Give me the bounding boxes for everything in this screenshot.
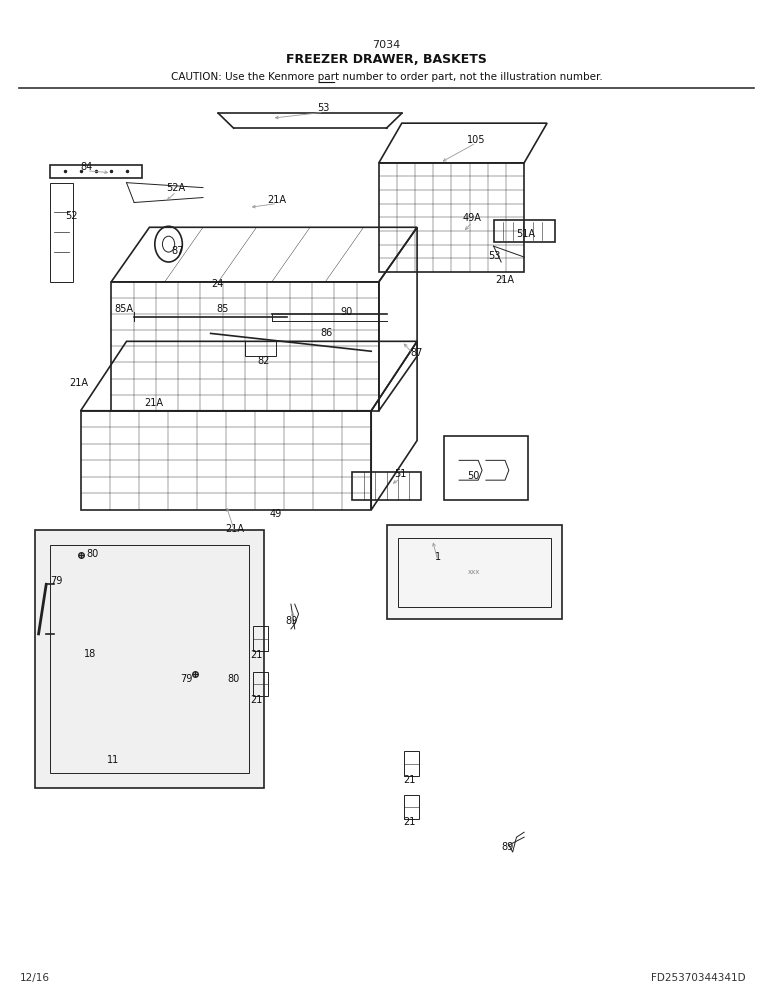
- Polygon shape: [386, 525, 563, 619]
- Text: 85: 85: [216, 304, 228, 314]
- Text: 52A: 52A: [167, 183, 186, 193]
- Text: 79: 79: [180, 674, 192, 684]
- Text: 89: 89: [285, 616, 298, 626]
- Text: 24: 24: [211, 279, 223, 289]
- Text: 21A: 21A: [70, 378, 89, 388]
- Text: 86: 86: [320, 328, 332, 338]
- Text: 1: 1: [434, 552, 441, 562]
- Text: 18: 18: [84, 649, 97, 659]
- Text: 90: 90: [341, 307, 352, 317]
- Text: 21A: 21A: [495, 275, 514, 285]
- Text: 21: 21: [250, 650, 263, 660]
- Text: 21A: 21A: [267, 195, 287, 205]
- Text: 7034: 7034: [373, 40, 400, 50]
- Text: 85A: 85A: [114, 304, 134, 314]
- Text: CAUTION: Use the Kenmore part number to order part, not the illustration number.: CAUTION: Use the Kenmore part number to …: [171, 72, 602, 82]
- Text: 82: 82: [257, 356, 270, 366]
- Text: 49A: 49A: [463, 213, 482, 223]
- Polygon shape: [35, 530, 264, 788]
- Text: 80: 80: [86, 549, 98, 559]
- Text: 51: 51: [394, 469, 407, 479]
- Text: 79: 79: [50, 576, 63, 586]
- Text: 12/16: 12/16: [19, 973, 49, 983]
- Text: 51A: 51A: [516, 229, 535, 239]
- Text: xxx: xxx: [468, 569, 481, 575]
- Text: 53: 53: [318, 103, 330, 113]
- Text: 21: 21: [404, 817, 416, 827]
- Text: 87: 87: [172, 246, 184, 256]
- Text: 87: 87: [410, 348, 423, 358]
- Text: 105: 105: [467, 135, 485, 145]
- Text: 50: 50: [468, 471, 480, 481]
- Text: 11: 11: [107, 755, 119, 765]
- Text: 84: 84: [80, 162, 93, 172]
- Text: 80: 80: [227, 674, 240, 684]
- Text: FREEZER DRAWER, BASKETS: FREEZER DRAWER, BASKETS: [286, 53, 487, 66]
- Text: 21: 21: [250, 695, 263, 705]
- Text: 89: 89: [501, 842, 513, 852]
- Text: FD25370344341D: FD25370344341D: [652, 973, 746, 983]
- Text: 21A: 21A: [145, 398, 164, 408]
- Text: 53: 53: [488, 251, 500, 261]
- Text: 21A: 21A: [226, 524, 244, 534]
- Text: 21: 21: [404, 775, 416, 785]
- Text: 49: 49: [270, 509, 281, 519]
- Text: 52: 52: [65, 211, 78, 221]
